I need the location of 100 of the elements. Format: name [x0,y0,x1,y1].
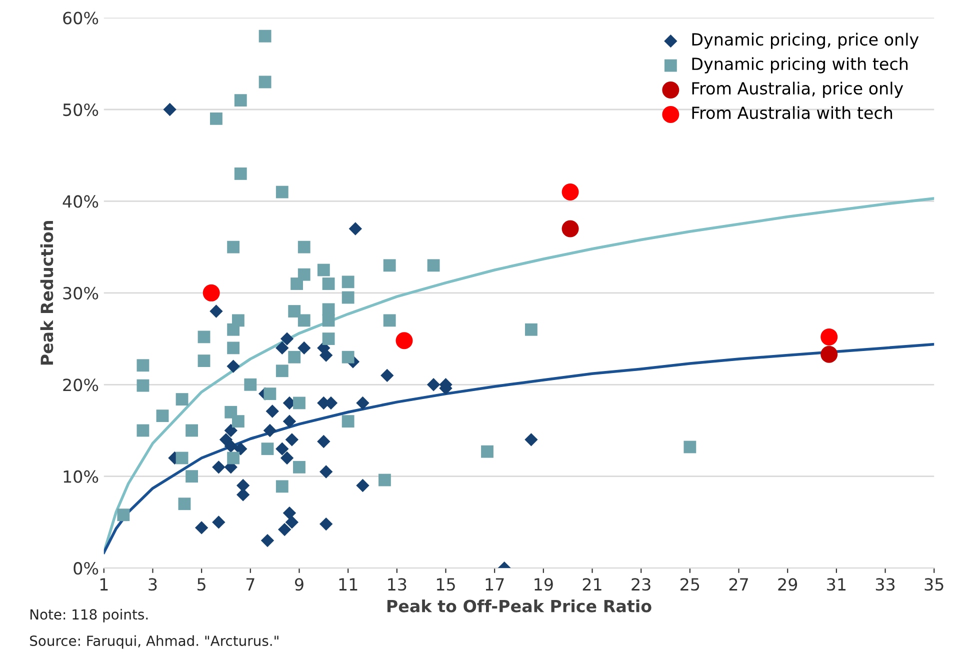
x-tick-label: 3 [148,578,157,591]
point [820,328,838,346]
point [232,415,244,428]
point [176,452,188,464]
point [524,323,538,336]
point [227,452,240,464]
point [524,433,538,446]
point [234,167,247,180]
point [562,220,579,238]
y-tick-label: 10% [64,470,98,483]
legend-label: Dynamic pricing, price only [692,32,919,49]
point [378,474,391,486]
point [198,330,210,344]
point [293,460,306,474]
point [176,393,188,406]
y-tick-label: 30% [63,286,98,300]
x-tick-label: 23 [632,578,650,591]
point [278,522,292,536]
point [226,360,240,373]
point [317,434,330,448]
point [322,314,335,327]
point [227,323,240,336]
point [427,259,440,272]
point [320,348,333,362]
point [298,240,310,254]
x-tick-label: 15 [436,578,455,591]
point [136,379,150,392]
legend-label: From Australia, price only [692,82,904,98]
x-tick-label: 19 [534,578,553,591]
y-tick-label: 0% [74,562,98,575]
point [383,259,396,272]
point [396,332,413,350]
point [342,276,354,288]
point [212,516,226,529]
point [258,76,272,88]
x-tick-label: 31 [827,578,846,591]
point [282,414,296,428]
point [224,439,238,453]
point [320,517,333,531]
point [276,442,289,456]
x-tick-label: 29 [778,578,798,591]
text: Note: 118 points. [30,608,148,622]
point [280,332,294,346]
point [266,404,279,418]
x-tick-label: 25 [680,578,700,591]
point [186,470,198,483]
point [317,264,330,276]
x-tick-label: 35 [924,578,944,591]
point [348,222,362,236]
point [820,346,838,363]
point [258,30,272,42]
x-tick-label: 17 [486,578,504,590]
point [356,478,370,492]
point [194,521,208,534]
x-tick-label: 1 [100,578,108,590]
point [210,112,222,125]
point [210,304,223,318]
point [322,332,335,345]
point [202,284,220,302]
point [163,102,176,116]
point [342,291,354,304]
point [562,184,579,201]
x-tick-label: 7 [246,578,254,590]
point [276,341,289,355]
point [288,305,301,318]
legend-label: From Australia with tech [692,106,892,120]
point [178,498,191,510]
point [236,478,250,492]
line-series [104,342,934,554]
point [481,445,494,458]
point [236,488,250,502]
point [263,424,277,438]
point [136,359,150,372]
x-tick-label: 11 [339,578,358,590]
point [290,278,304,290]
y-axis-title: Peak Reduction [40,221,54,365]
point [276,186,288,198]
point [298,341,311,355]
point [293,396,306,410]
y-tick-label: 60% [63,12,98,24]
point [198,354,210,368]
x-tick-label: 13 [388,578,406,591]
point [227,342,240,354]
point [285,516,298,529]
point [234,442,248,456]
point [356,396,370,410]
point [276,364,288,378]
point [342,350,354,364]
point [227,240,240,254]
point [383,314,396,327]
x-tick-label: 21 [582,578,602,590]
point [280,451,294,465]
x-tick-label: 5 [198,578,206,591]
point [264,388,276,400]
point [117,508,130,522]
point [260,534,274,548]
point [684,440,696,454]
point [426,378,440,392]
x-tick-label: 27 [729,578,748,590]
point [234,94,247,107]
